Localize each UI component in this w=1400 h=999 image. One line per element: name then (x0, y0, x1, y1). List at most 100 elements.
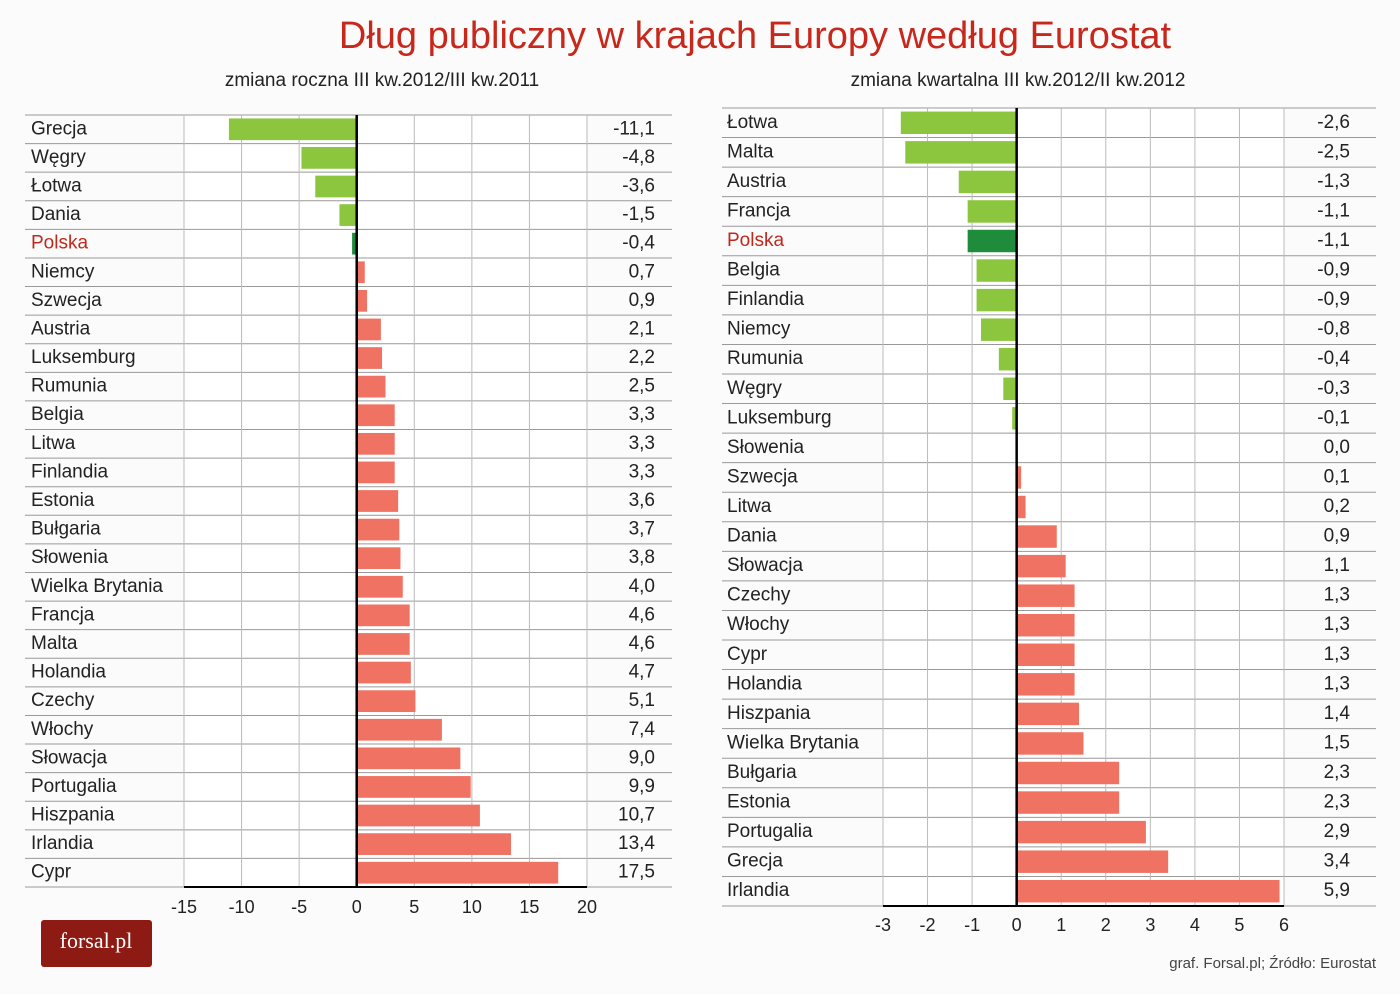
x-tick-label: 6 (1279, 915, 1289, 935)
bar (356, 261, 365, 284)
x-tick-label: 10 (462, 897, 482, 917)
value-label: 0,0 (1324, 437, 1350, 458)
x-tick-label: -15 (171, 897, 197, 917)
category-label: Łotwa (31, 175, 82, 196)
category-label: Wielka Brytania (31, 576, 163, 597)
value-label: 1,3 (1324, 673, 1350, 694)
category-label: Belgia (727, 260, 780, 281)
category-label: Niemcy (727, 319, 791, 340)
bar (1016, 879, 1280, 903)
category-label: Luksemburg (727, 407, 832, 428)
category-label: Słowenia (727, 437, 805, 458)
bar (356, 747, 461, 770)
value-label: -0,4 (622, 233, 655, 254)
category-label: Portugalia (727, 821, 813, 842)
chart-title: Dług publiczny w krajach Europy według E… (339, 15, 1172, 57)
value-label: 9,0 (629, 747, 655, 768)
category-label: Bułgaria (727, 762, 797, 783)
category-label: Dania (31, 204, 81, 225)
category-label: Finlandia (727, 289, 805, 310)
bar (356, 432, 395, 455)
category-label: Polska (31, 233, 88, 254)
bar (352, 232, 357, 255)
value-label: -2,5 (1317, 141, 1350, 162)
bar (1016, 613, 1075, 637)
category-label: Irlandia (727, 880, 790, 901)
category-label: Irlandia (31, 833, 94, 854)
bar (1012, 407, 1017, 430)
category-label: Austria (31, 318, 91, 339)
category-label: Portugalia (31, 776, 117, 797)
x-tick-label: 2 (1101, 915, 1111, 935)
bar (1016, 673, 1075, 696)
bar (356, 575, 403, 598)
bar (356, 633, 410, 655)
value-label: 1,1 (1324, 555, 1350, 576)
value-label: 0,9 (629, 290, 655, 311)
bar (1016, 820, 1146, 844)
bar (339, 204, 357, 226)
value-label: -0,8 (1317, 319, 1350, 340)
value-label: -1,3 (1317, 171, 1350, 192)
value-label: 2,5 (629, 376, 655, 397)
bar (356, 690, 416, 713)
value-label: 0,7 (629, 261, 655, 282)
category-label: Łotwa (727, 112, 778, 133)
category-label: Holandia (727, 673, 802, 694)
category-label: Holandia (31, 662, 106, 683)
bar (228, 118, 357, 141)
category-label: Słowenia (31, 547, 109, 568)
category-label: Malta (727, 141, 774, 162)
value-label: 0,1 (1324, 466, 1350, 487)
category-label: Bułgaria (31, 519, 101, 540)
category-label: Rumunia (727, 348, 803, 369)
category-label: Grecja (31, 118, 87, 139)
bar (356, 318, 381, 341)
value-label: 1,5 (1324, 732, 1350, 753)
x-tick-label: 20 (577, 897, 597, 917)
value-label: 9,9 (629, 776, 655, 797)
category-label: Hiszpania (727, 703, 811, 724)
bar (356, 518, 400, 541)
category-label: Austria (727, 171, 787, 192)
subtitle: zmiana roczna III kw.2012/III kw.2011 (225, 70, 539, 91)
bar (1016, 584, 1075, 607)
category-label: Finlandia (31, 461, 109, 482)
category-label: Czechy (727, 585, 791, 606)
bar (976, 288, 1017, 312)
value-label: -0,3 (1317, 378, 1350, 399)
category-label: Rumunia (31, 376, 107, 397)
value-label: 3,4 (1324, 851, 1351, 872)
category-label: Wielka Brytania (727, 732, 859, 753)
value-label: 0,2 (1324, 496, 1350, 517)
value-label: 3,3 (629, 433, 655, 454)
x-tick-label: 5 (409, 897, 419, 917)
bar (967, 200, 1017, 223)
value-label: -1,1 (1317, 200, 1350, 221)
x-tick-label: 1 (1056, 915, 1066, 935)
bar (315, 175, 357, 198)
value-label: 10,7 (618, 805, 655, 826)
plot-background (883, 108, 1284, 906)
value-label: 3,3 (629, 461, 655, 482)
category-label: Szwecja (727, 466, 798, 487)
category-label: Malta (31, 633, 78, 654)
bar (356, 347, 383, 369)
bar (905, 141, 1017, 164)
value-label: -1,5 (622, 204, 655, 225)
bar (998, 347, 1017, 371)
value-label: 4,0 (629, 576, 655, 597)
category-label: Luksemburg (31, 347, 136, 368)
category-label: Czechy (31, 690, 95, 711)
value-label: 13,4 (618, 833, 655, 854)
value-label: 2,1 (629, 318, 655, 339)
x-tick-label: 15 (519, 897, 539, 917)
category-label: Niemcy (31, 261, 95, 282)
category-label: Hiszpania (31, 805, 115, 826)
value-label: 2,3 (1324, 792, 1350, 813)
x-tick-label: -10 (229, 897, 255, 917)
bar (301, 147, 357, 169)
bar (356, 604, 410, 627)
x-tick-label: -5 (291, 897, 307, 917)
value-label: 1,4 (1324, 703, 1351, 724)
